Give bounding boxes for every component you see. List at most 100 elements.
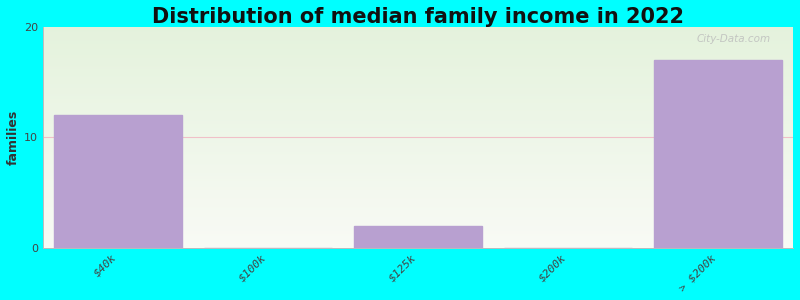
Bar — [43, 188, 793, 189]
Bar — [54, 115, 182, 248]
Bar — [43, 136, 793, 137]
Bar — [43, 141, 793, 142]
Bar — [43, 182, 793, 183]
Bar — [43, 202, 793, 204]
Bar — [43, 190, 793, 191]
Bar — [43, 195, 793, 196]
Bar — [43, 198, 793, 199]
Bar — [43, 216, 793, 217]
Bar — [43, 206, 793, 207]
Bar — [654, 60, 782, 248]
Bar — [43, 226, 793, 227]
Bar — [43, 102, 793, 103]
Bar — [43, 170, 793, 172]
Bar — [43, 211, 793, 212]
Bar — [43, 92, 793, 93]
Bar — [43, 231, 793, 232]
Y-axis label: families: families — [7, 110, 20, 165]
Bar — [43, 189, 793, 190]
Bar — [43, 230, 793, 231]
Bar — [43, 154, 793, 155]
Bar — [43, 209, 793, 210]
Bar — [43, 149, 793, 151]
Bar — [43, 173, 793, 174]
Bar — [43, 107, 793, 109]
Bar — [43, 118, 793, 120]
Bar — [43, 80, 793, 81]
Bar — [43, 237, 793, 238]
Bar — [43, 42, 793, 44]
Bar — [43, 179, 793, 180]
Bar — [43, 146, 793, 147]
Bar — [43, 166, 793, 167]
Bar — [43, 165, 793, 166]
Bar — [43, 59, 793, 60]
Bar — [43, 40, 793, 41]
Bar — [43, 99, 793, 100]
Bar — [43, 76, 793, 78]
Bar — [43, 193, 793, 194]
Bar — [43, 175, 793, 176]
Bar — [43, 207, 793, 208]
Bar — [43, 185, 793, 186]
Bar — [43, 244, 793, 245]
Bar — [43, 97, 793, 98]
Bar — [43, 70, 793, 71]
Bar — [43, 64, 793, 66]
Bar — [43, 48, 793, 49]
Bar — [43, 122, 793, 123]
Bar — [43, 156, 793, 157]
Bar — [43, 153, 793, 154]
Bar — [43, 88, 793, 89]
Bar — [43, 100, 793, 101]
Bar — [43, 172, 793, 173]
Bar — [43, 47, 793, 48]
Bar — [43, 68, 793, 69]
Bar — [43, 162, 793, 163]
Bar — [43, 167, 793, 168]
Bar — [354, 226, 482, 248]
Bar — [43, 228, 793, 229]
Bar — [43, 157, 793, 158]
Bar — [43, 111, 793, 112]
Bar — [43, 197, 793, 198]
Bar — [43, 69, 793, 70]
Bar — [43, 28, 793, 29]
Bar — [43, 151, 793, 152]
Bar — [43, 236, 793, 237]
Bar — [43, 63, 793, 64]
Bar — [43, 109, 793, 110]
Bar — [43, 133, 793, 134]
Bar — [43, 128, 793, 130]
Bar — [43, 34, 793, 35]
Bar — [43, 116, 793, 118]
Bar — [43, 147, 793, 148]
Bar — [43, 30, 793, 31]
Bar — [43, 57, 793, 58]
Bar — [43, 27, 793, 28]
Bar — [43, 95, 793, 97]
Bar — [43, 114, 793, 115]
Bar — [43, 235, 793, 236]
Bar — [43, 90, 793, 91]
Bar — [43, 220, 793, 221]
Bar — [43, 247, 793, 248]
Bar — [43, 29, 793, 30]
Bar — [43, 145, 793, 146]
Bar — [43, 160, 793, 162]
Bar — [43, 50, 793, 51]
Bar — [43, 84, 793, 86]
Bar — [43, 101, 793, 102]
Bar — [43, 62, 793, 63]
Bar — [43, 196, 793, 197]
Bar — [43, 218, 793, 219]
Bar — [43, 49, 793, 50]
Bar — [43, 113, 793, 114]
Bar — [43, 233, 793, 235]
Bar — [43, 204, 793, 205]
Bar — [43, 32, 793, 34]
Bar — [43, 74, 793, 76]
Bar — [43, 85, 793, 87]
Bar — [43, 212, 793, 214]
Bar — [43, 58, 793, 59]
